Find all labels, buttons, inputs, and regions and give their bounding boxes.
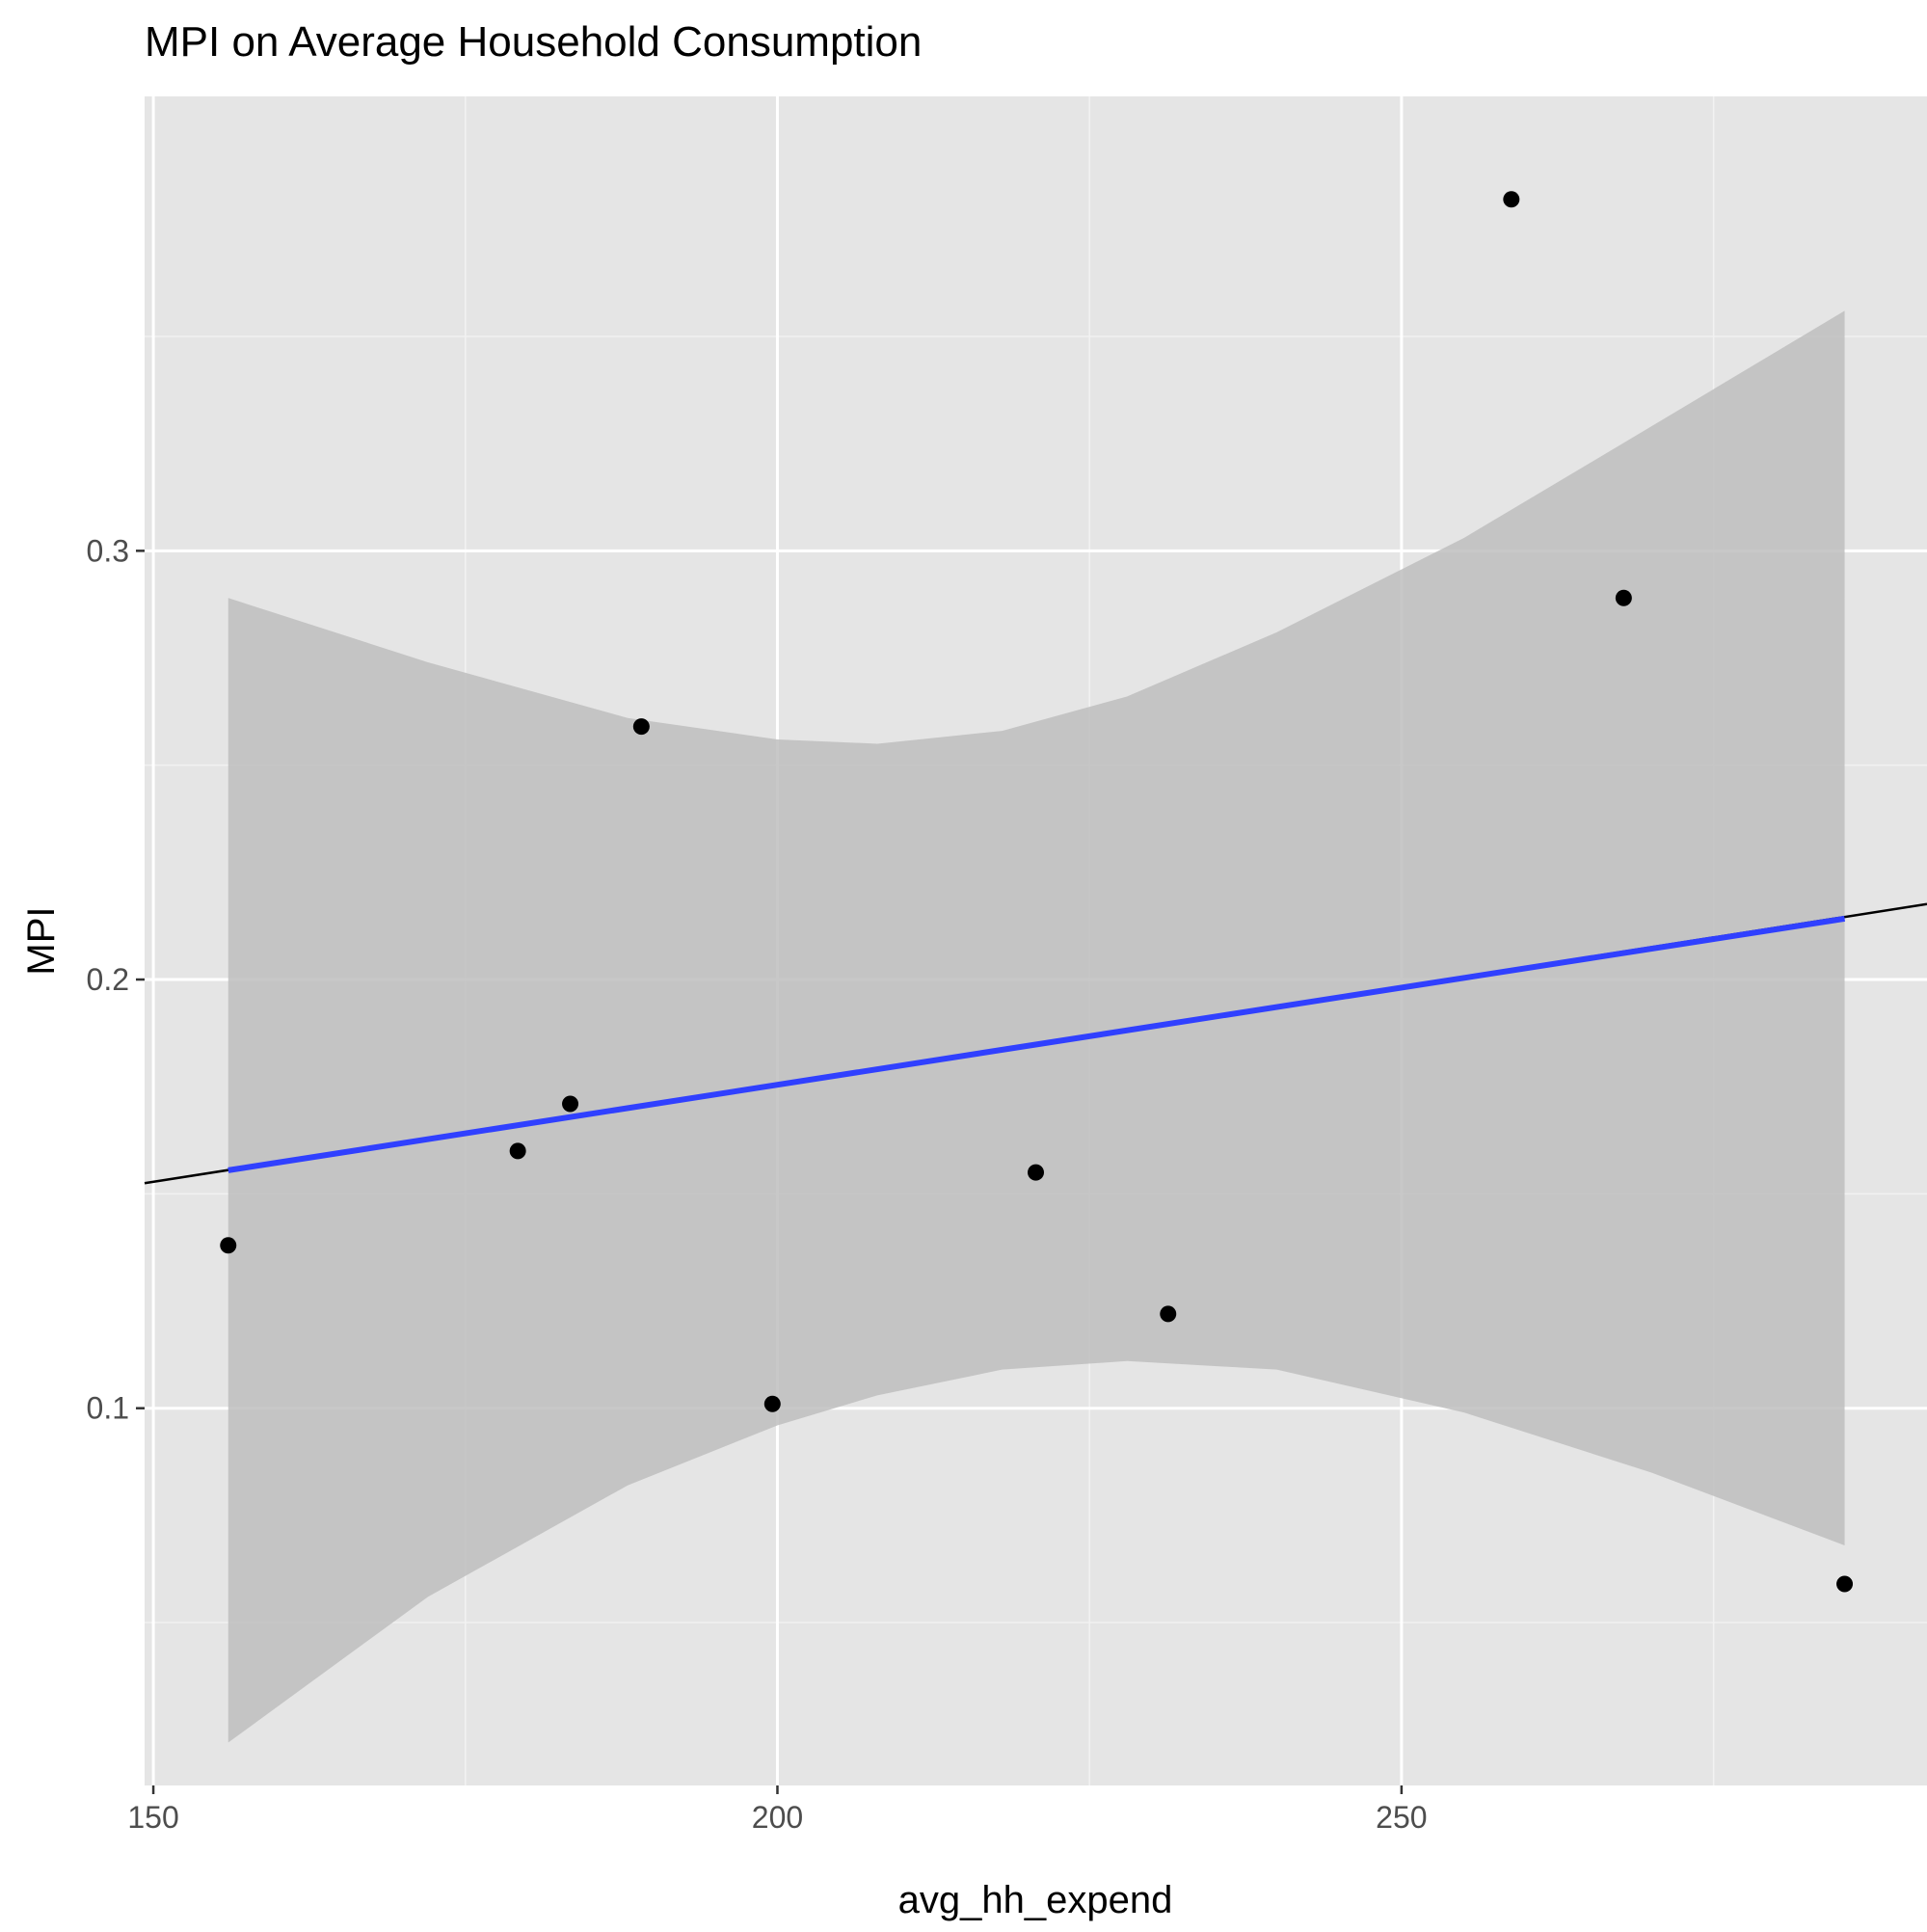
- y-axis: 0.1 0.2 0.3: [87, 533, 145, 1426]
- data-point: [1615, 589, 1632, 606]
- x-tick-label: 200: [752, 1800, 803, 1835]
- data-point: [509, 1142, 526, 1160]
- data-point: [562, 1095, 579, 1113]
- data-point: [1503, 191, 1520, 208]
- confidence-band-area: [227, 310, 1845, 1743]
- y-tick-label: 0.2: [87, 962, 129, 997]
- x-axis: 150 200 250: [127, 1785, 1428, 1835]
- data-point: [1160, 1305, 1177, 1323]
- x-tick-label: 150: [127, 1800, 178, 1835]
- data-point: [1028, 1164, 1044, 1181]
- data-point: [220, 1237, 237, 1254]
- x-tick-label: 250: [1376, 1800, 1427, 1835]
- y-axis-label: MPI: [20, 906, 63, 975]
- data-point: [1836, 1575, 1854, 1593]
- data-point: [632, 718, 650, 736]
- data-point: [763, 1395, 781, 1412]
- y-tick-label: 0.1: [87, 1391, 129, 1426]
- x-axis-label: avg_hh_expend: [898, 1879, 1173, 1921]
- chart-title: MPI on Average Household Consumption: [145, 18, 922, 66]
- data-points: [220, 191, 1854, 1593]
- regression-line: [227, 915, 1846, 1173]
- regression-line-path: [227, 915, 1846, 1173]
- confidence-band: [227, 310, 1845, 1743]
- y-tick-label: 0.3: [87, 533, 129, 568]
